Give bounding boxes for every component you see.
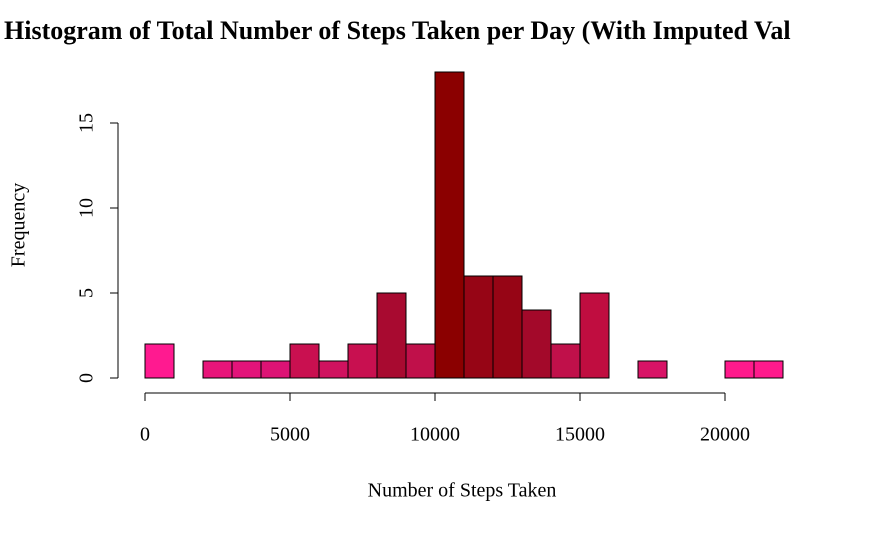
x-tick-label: 5000 (270, 424, 310, 446)
x-axis-label: Number of Steps Taken (368, 480, 557, 502)
x-tick-label: 20000 (700, 424, 750, 446)
y-tick-label: 5 (76, 288, 98, 298)
y-tick-label: 10 (76, 198, 98, 218)
bar (550, 343, 581, 379)
bar (144, 343, 175, 379)
bar (724, 360, 755, 379)
bar (260, 360, 291, 379)
bar (347, 343, 378, 379)
bar (753, 360, 784, 379)
bar (202, 360, 233, 379)
bar (405, 343, 436, 379)
x-tick-label: 15000 (555, 424, 605, 446)
bar (289, 343, 320, 379)
chart-title: Histogram of Total Number of Steps Taken… (4, 16, 791, 45)
bar (434, 71, 465, 379)
bar (376, 292, 407, 379)
y-tick-label: 0 (76, 373, 98, 383)
bar (463, 275, 494, 379)
bar (579, 292, 610, 379)
bar (521, 309, 552, 379)
x-tick-label: 10000 (410, 424, 460, 446)
y-tick-label: 15 (76, 113, 98, 133)
bar (231, 360, 262, 379)
bar (637, 360, 668, 379)
x-tick-label: 0 (140, 424, 150, 446)
bar (492, 275, 523, 379)
bar (318, 360, 349, 379)
y-axis-label: Frequency (8, 183, 30, 267)
